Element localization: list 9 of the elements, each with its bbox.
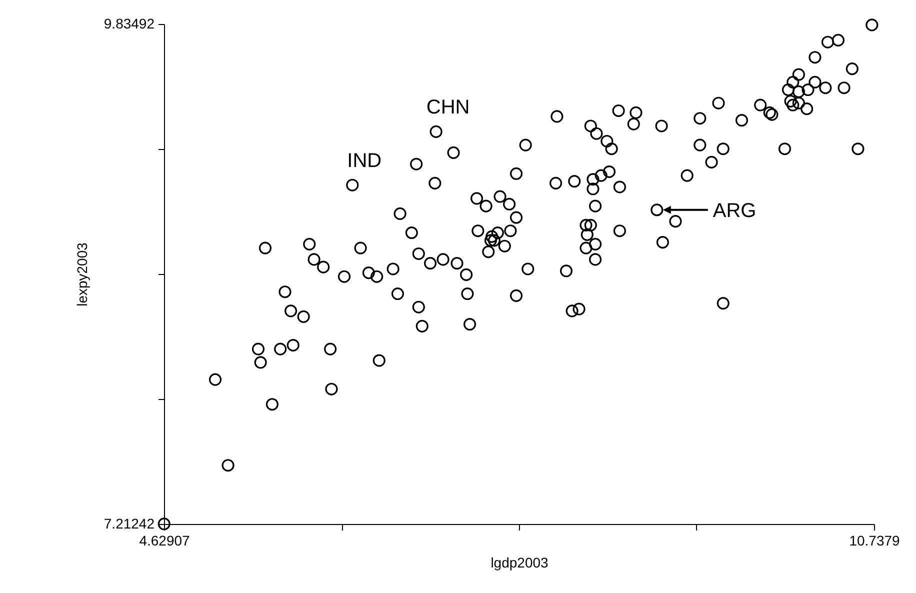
- annotation: ARG: [712, 200, 756, 222]
- x-axis-title: lgdp2003: [490, 554, 549, 570]
- annotation: IND: [347, 150, 382, 172]
- x-tick-label: 10.7379: [849, 532, 900, 548]
- y-tick-label: 7.21242: [104, 516, 155, 532]
- annotation: CHN: [426, 96, 470, 119]
- x-tick-label: 4.62907: [139, 532, 190, 548]
- y-axis-title: lexpy2003: [74, 242, 90, 306]
- y-tick-label: 9.83492: [104, 16, 155, 32]
